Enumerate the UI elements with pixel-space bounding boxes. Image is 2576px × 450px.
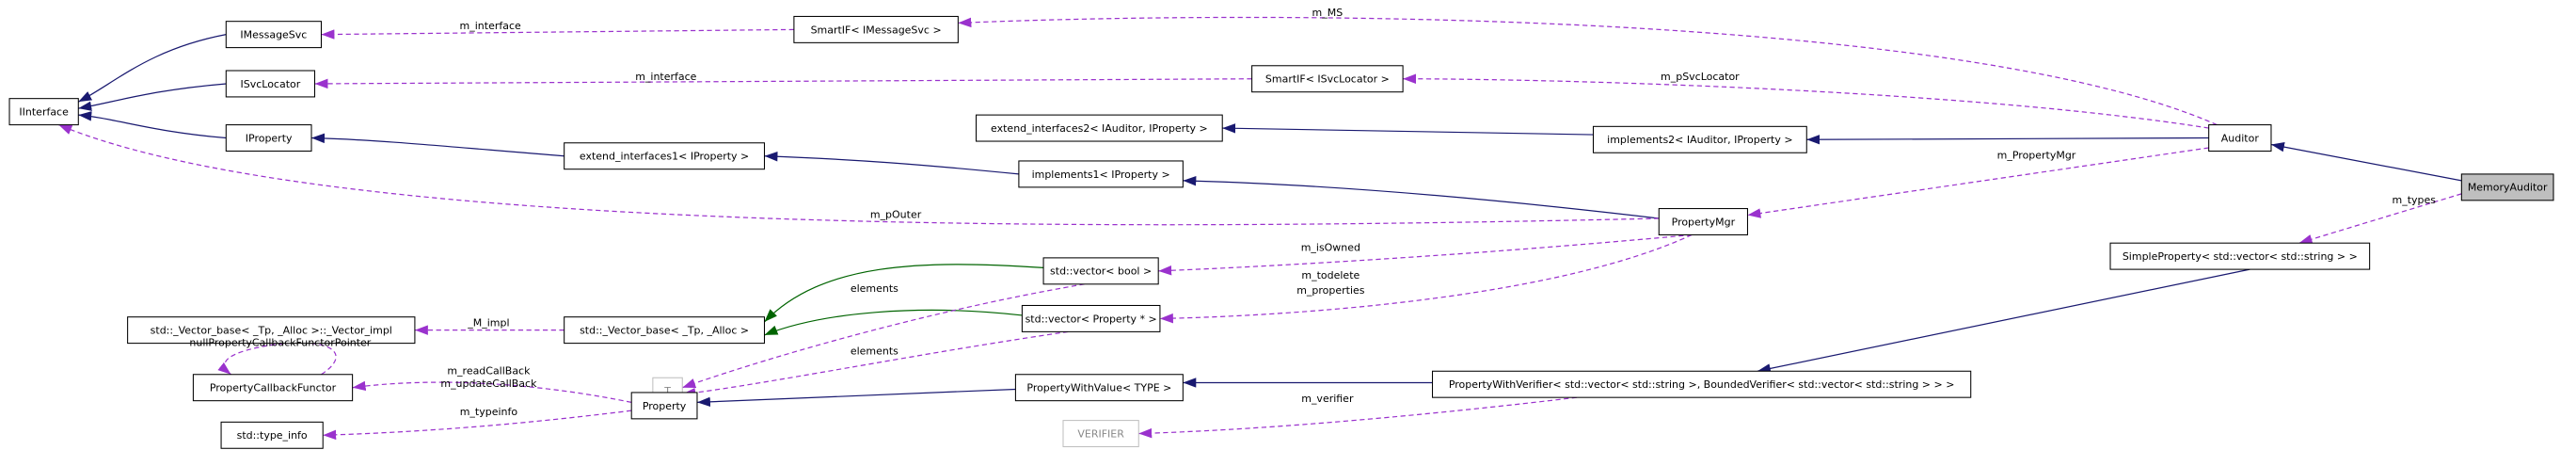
edge <box>2298 193 2462 245</box>
edge-label: m_properties <box>1296 284 1365 297</box>
node-label: extend_interfaces1< IProperty > <box>580 151 749 163</box>
node-box <box>2109 242 2371 270</box>
edge <box>764 264 1044 323</box>
node-label: MemoryAuditor <box>2468 182 2548 194</box>
edge-label: m_interface <box>460 20 521 32</box>
edge <box>58 124 1660 226</box>
node-label: IInterface <box>19 106 69 119</box>
node-box <box>630 392 698 420</box>
node-box <box>127 316 416 345</box>
edge <box>314 78 1252 89</box>
node-label: std::_Vector_base< _Tp, _Alloc >::_Vecto… <box>151 325 392 337</box>
edge <box>321 28 794 40</box>
node-label: VERIFIER <box>1077 427 1124 440</box>
node-box <box>564 142 766 170</box>
edge-label: m_verifier <box>1301 393 1354 405</box>
node-box <box>1658 208 1748 235</box>
edge-label: m_readCallBack <box>447 364 531 377</box>
node-label: extend_interfaces2< IAuditor, IProperty … <box>991 122 1208 135</box>
edge <box>352 380 632 404</box>
node-label: PropertyCallbackFunctor <box>210 382 337 394</box>
edge-label: m_PropertyMgr <box>1997 150 2076 162</box>
node-label: IProperty <box>246 132 293 144</box>
node-box <box>976 114 1223 142</box>
edge <box>310 133 564 157</box>
edge <box>1159 233 1693 324</box>
edge <box>1757 268 2250 374</box>
edge-label: m_updateCallBack <box>440 378 537 390</box>
node-label: implements2< IAuditor, IProperty > <box>1607 134 1792 146</box>
edge <box>1403 73 2209 129</box>
edge <box>217 342 337 376</box>
node-box <box>8 98 79 126</box>
edge-label: _M_impl <box>467 317 509 329</box>
edge <box>682 283 1085 389</box>
node-box <box>225 124 312 153</box>
node-box <box>2208 124 2272 153</box>
edge <box>78 83 227 111</box>
node-label: PropertyWithValue< TYPE > <box>1026 382 1171 394</box>
node-box <box>1014 374 1184 402</box>
edge-label: m_typeinfo <box>460 406 518 418</box>
node-box <box>1042 257 1159 285</box>
edge <box>2270 141 2462 182</box>
node-label: Property <box>643 400 687 412</box>
edge-label: m_types <box>2393 194 2437 206</box>
node-box <box>225 21 322 49</box>
edge-label: nullPropertyCallbackFunctorPointer <box>189 337 371 349</box>
edge <box>1183 176 1660 219</box>
node-label: PropertyWithVerifier< std::vector< std::… <box>1449 378 1955 391</box>
edges <box>58 16 2462 441</box>
edge-labels: m_interface m_MS m_interface m_pSvcLocat… <box>189 7 2436 418</box>
node-label: std::vector< bool > <box>1050 265 1152 278</box>
edge <box>696 388 1016 408</box>
edge <box>1138 396 1578 439</box>
edge <box>682 330 1069 398</box>
edge <box>323 410 632 441</box>
node-label: IMessageSvc <box>240 29 307 41</box>
node-box <box>2460 173 2554 201</box>
nodes: IInterface IMessageSvc ISvcLocator IPropert… <box>8 15 2554 449</box>
node-label: SmartIF< IMessageSvc > <box>811 24 942 36</box>
edge-label: elements <box>851 282 898 295</box>
edge-label: m_isOwned <box>1301 241 1360 253</box>
edge <box>958 16 2218 126</box>
edge-label: m_MS <box>1312 7 1344 19</box>
edge <box>1747 147 2209 218</box>
node-box <box>1431 370 1972 398</box>
node-box <box>1592 125 1807 153</box>
edge <box>764 152 1019 175</box>
node-label: SimpleProperty< std::vector< std::string… <box>2123 250 2358 263</box>
node-box <box>220 421 324 449</box>
edge <box>764 309 1023 336</box>
node-label: std::type_info <box>237 429 308 442</box>
edge <box>1806 134 2209 145</box>
edge-label: m_pOuter <box>870 209 922 221</box>
edge-label: m_interface <box>635 71 696 83</box>
node-box <box>793 15 959 43</box>
node-label: std::vector< Property * > <box>1026 313 1157 325</box>
edge <box>78 34 227 103</box>
node-label: implements1< IProperty > <box>1032 169 1170 181</box>
node-box <box>1018 160 1184 188</box>
edge-label: m_pSvcLocator <box>1661 71 1740 83</box>
node-box <box>564 316 766 345</box>
edge <box>1222 123 1594 136</box>
edge <box>78 111 227 139</box>
node-box <box>1021 304 1161 332</box>
node-box <box>192 374 354 402</box>
node-box <box>1251 65 1404 93</box>
node-label: Auditor <box>2221 132 2260 144</box>
node-label: SmartIF< ISvcLocator > <box>1265 73 1390 86</box>
node-label: ISvcLocator <box>241 78 301 90</box>
node-box <box>225 70 316 98</box>
node-label: T <box>663 385 671 397</box>
node-label: PropertyMgr <box>1672 216 1736 228</box>
node-box <box>1062 420 1139 448</box>
node-label: std::_Vector_base< _Tp, _Alloc > <box>580 325 749 337</box>
edge-label: m_todelete <box>1301 269 1360 281</box>
edge <box>1158 233 1693 276</box>
edge-label: elements <box>851 345 898 357</box>
